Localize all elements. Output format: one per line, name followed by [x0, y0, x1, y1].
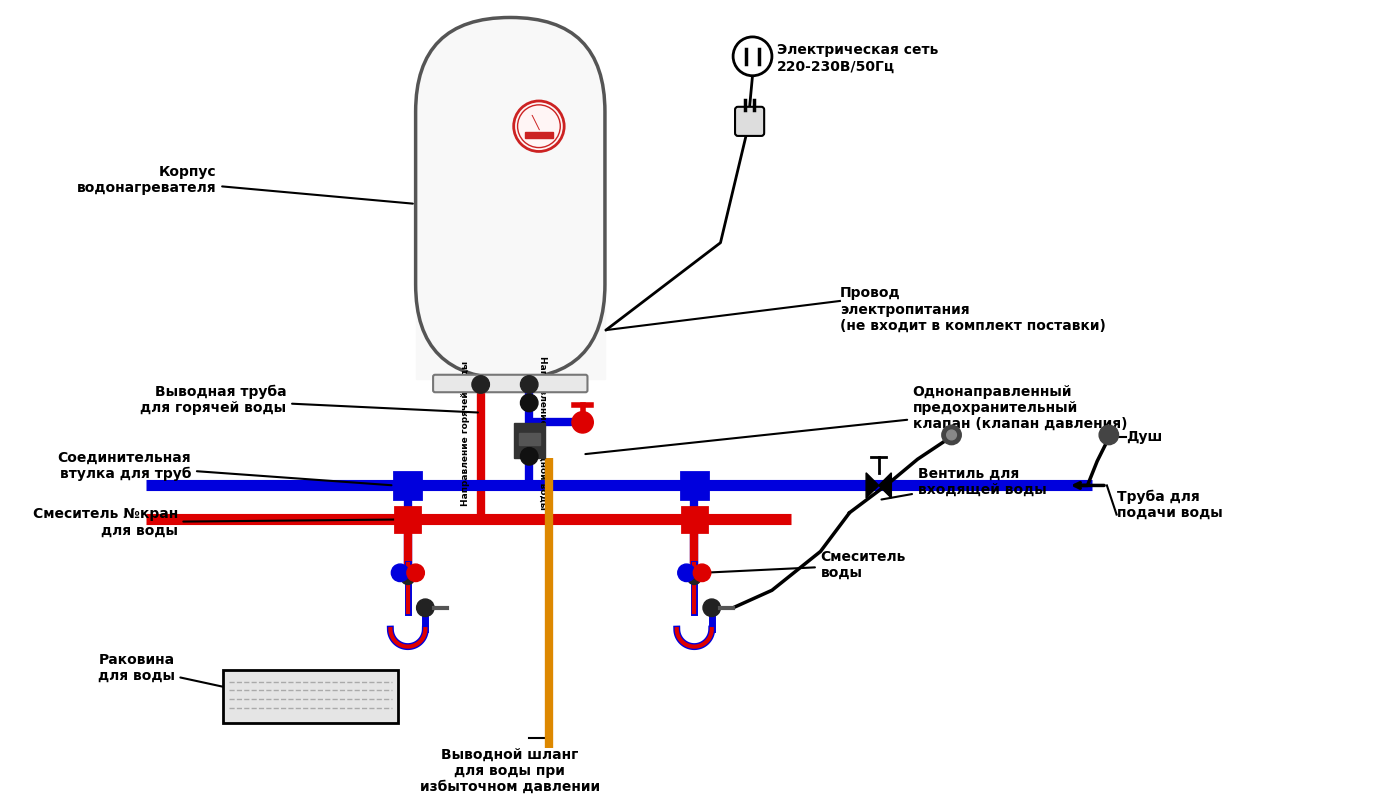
Circle shape — [520, 447, 538, 465]
Text: Направление горячей воды: Направление горячей воды — [461, 361, 469, 506]
Circle shape — [518, 105, 561, 147]
Circle shape — [392, 564, 408, 582]
FancyBboxPatch shape — [433, 374, 587, 392]
Text: Труба для
подачи воды: Труба для подачи воды — [1117, 490, 1222, 520]
Circle shape — [520, 394, 538, 412]
Circle shape — [572, 412, 594, 433]
Text: Смеситель №кран
для воды: Смеситель №кран для воды — [32, 507, 406, 538]
Circle shape — [943, 426, 962, 445]
Text: Однонаправленный
предохранительный
клапан (клапан давления): Однонаправленный предохранительный клапа… — [585, 385, 1127, 454]
FancyBboxPatch shape — [735, 106, 764, 136]
Circle shape — [417, 599, 435, 617]
Bar — [519, 433, 540, 445]
Text: ╲: ╲ — [531, 114, 538, 130]
Bar — [513, 423, 545, 458]
Polygon shape — [866, 473, 879, 498]
Text: Провод
электропитания
(не входит в комплект поставки): Провод электропитания (не входит в компл… — [840, 286, 1106, 333]
Circle shape — [734, 37, 772, 76]
Circle shape — [678, 564, 695, 582]
Text: Электрическая сеть
220-230В/50Гц: Электрическая сеть 220-230В/50Гц — [776, 43, 938, 74]
Bar — [682, 506, 707, 532]
Circle shape — [703, 599, 721, 617]
Circle shape — [401, 571, 415, 585]
Bar — [415, 112, 605, 378]
Text: Направление холодной воды: Направление холодной воды — [538, 356, 547, 510]
Text: Соединительная
втулка для труб: Соединительная втулка для труб — [58, 450, 392, 486]
Circle shape — [513, 101, 565, 151]
Text: Раковина
для воды: Раковина для воды — [98, 653, 255, 694]
Text: Выводной шланг
для воды при
избыточном давлении: Выводной шланг для воды при избыточном д… — [419, 747, 599, 794]
Bar — [526, 132, 552, 138]
Circle shape — [1099, 426, 1118, 445]
Bar — [394, 472, 422, 499]
Text: Выводная труба
для горячей воды: Выводная труба для горячей воды — [140, 385, 477, 415]
Bar — [681, 472, 707, 499]
Circle shape — [688, 571, 702, 585]
Bar — [223, 670, 399, 723]
Circle shape — [520, 376, 538, 394]
Circle shape — [407, 564, 425, 582]
Circle shape — [693, 564, 711, 582]
Circle shape — [472, 376, 490, 394]
Text: Вентиль для
входящей воды: Вентиль для входящей воды — [882, 466, 1046, 499]
Polygon shape — [879, 473, 891, 498]
Text: Смеситель
воды: Смеситель воды — [704, 550, 907, 580]
Ellipse shape — [415, 17, 605, 206]
Text: Душ: Душ — [1127, 430, 1163, 444]
Bar — [396, 506, 421, 532]
Text: Корпус
водонагревателя: Корпус водонагревателя — [78, 165, 412, 204]
FancyBboxPatch shape — [415, 18, 605, 378]
Circle shape — [947, 430, 956, 440]
